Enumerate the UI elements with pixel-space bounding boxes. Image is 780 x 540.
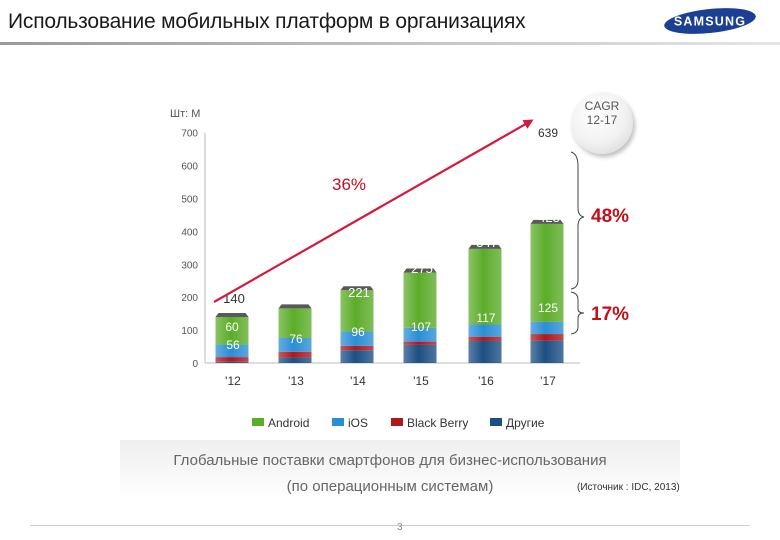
bar-segment-android bbox=[530, 223, 564, 322]
legend-swatch bbox=[391, 418, 403, 426]
bar-segment-blackberry bbox=[340, 345, 374, 351]
chart-legend: Android iOS Black Berry Другие bbox=[0, 416, 780, 434]
legend-item-android: Android bbox=[252, 416, 309, 430]
projected-total-label: 639 bbox=[538, 126, 558, 140]
enterprise-label: 125 bbox=[538, 301, 558, 315]
bracket-android bbox=[570, 151, 585, 290]
bar-cap bbox=[403, 268, 437, 273]
y-tick-label: 400 bbox=[181, 227, 198, 238]
legend-item-blackberry: Black Berry bbox=[391, 416, 468, 430]
legend-label: Black Berry bbox=[407, 416, 469, 430]
bar-cap bbox=[215, 312, 249, 317]
y-tick-label: 500 bbox=[181, 195, 198, 206]
bar-segment-ios bbox=[468, 324, 502, 337]
bar-segment-ios bbox=[340, 331, 374, 346]
legend-swatch bbox=[332, 418, 344, 426]
bar-segment-ios bbox=[278, 337, 312, 352]
legend-item-other: Другие bbox=[490, 416, 544, 430]
source-note: (Источник : IDC, 2013) bbox=[577, 482, 680, 493]
y-tick-label: 200 bbox=[181, 293, 198, 304]
x-tick-label: '16 bbox=[478, 374, 494, 388]
bar-segment-ios bbox=[530, 321, 564, 335]
page-title: Использование мобильных платформ в орган… bbox=[8, 10, 526, 33]
page-number: 3 bbox=[397, 522, 403, 533]
bar-segment-other bbox=[278, 357, 312, 363]
total-label: 221 bbox=[348, 285, 370, 300]
x-tick-label: '15 bbox=[413, 374, 429, 388]
growth-arrow bbox=[213, 119, 534, 303]
unit-label: Шт: М bbox=[170, 108, 201, 120]
bar-segment-android bbox=[468, 248, 502, 325]
bar-segment-ios bbox=[403, 327, 437, 342]
enterprise-label: 76 bbox=[289, 332, 303, 346]
bar-segment-blackberry bbox=[403, 341, 437, 345]
bar-segment-other bbox=[215, 361, 249, 363]
bar-segment-android bbox=[215, 316, 249, 345]
legend-swatch bbox=[490, 418, 502, 426]
y-tick-label: 600 bbox=[181, 162, 198, 173]
bar-segment-other bbox=[468, 340, 502, 363]
samsung-logo: SAMSUNG bbox=[664, 8, 756, 34]
enterprise-label: 96 bbox=[351, 325, 365, 339]
cagr-period: 12-17 bbox=[586, 113, 618, 127]
total-label: 423 bbox=[538, 210, 560, 225]
bar-segment-android bbox=[340, 290, 374, 332]
title-divider bbox=[0, 42, 780, 45]
bar-segment-android bbox=[278, 308, 312, 338]
total-label: 166 bbox=[286, 291, 308, 306]
android-share-label: 48% bbox=[591, 206, 629, 227]
chart-caption-subtitle: (по операционным системам) bbox=[286, 478, 494, 495]
total-label: 347 bbox=[476, 235, 498, 250]
extra-label: 60 bbox=[225, 320, 239, 334]
bar-segment-android bbox=[403, 272, 437, 328]
legend-item-ios: iOS bbox=[332, 416, 368, 430]
legend-swatch bbox=[252, 418, 264, 426]
chart-caption: Глобальные поставки смартфонов для бизне… bbox=[173, 452, 607, 469]
x-tick-label: '12 bbox=[225, 374, 241, 388]
footer-divider bbox=[30, 525, 750, 526]
legend-label: iOS bbox=[348, 416, 369, 430]
bar-segment-other bbox=[340, 350, 374, 363]
cagr-label: CAGR bbox=[584, 99, 620, 113]
enterprise-label: 56 bbox=[226, 338, 240, 352]
bar-segment-blackberry bbox=[278, 351, 312, 358]
shipments-chart: 0 100 200 300 400 500 600 700 '12 '13 '14 '15 '16 '17… bbox=[181, 119, 629, 388]
y-tick-label: 300 bbox=[181, 260, 198, 271]
other-share-label: 17% bbox=[591, 304, 629, 325]
bar-cap bbox=[340, 286, 374, 291]
total-label: 275 bbox=[411, 261, 433, 276]
x-tick-label: '13 bbox=[288, 374, 304, 388]
x-tick-label: '17 bbox=[540, 374, 556, 388]
enterprise-label: 107 bbox=[411, 320, 431, 334]
cagr-badge: CAGR 12-17 bbox=[571, 92, 633, 154]
y-tick-label: 0 bbox=[192, 359, 198, 370]
bracket-other bbox=[570, 291, 585, 335]
caption-band bbox=[120, 440, 680, 500]
total-label: 140 bbox=[223, 291, 245, 306]
y-tick-label: 100 bbox=[181, 326, 198, 337]
legend-label: Другие bbox=[506, 416, 545, 430]
bar-segment-blackberry bbox=[468, 336, 502, 341]
bar-segment-ios bbox=[215, 344, 249, 358]
bar-segment-blackberry bbox=[530, 334, 564, 341]
x-tick-label: '14 bbox=[350, 374, 366, 388]
bar-segment-other bbox=[530, 340, 564, 363]
enterprise-label: 117 bbox=[476, 311, 495, 325]
bar-cap bbox=[468, 244, 502, 249]
bar-cap bbox=[530, 219, 564, 224]
bar-segment-blackberry bbox=[215, 357, 249, 362]
svg-text:SAMSUNG: SAMSUNG bbox=[674, 15, 746, 29]
legend-label: Android bbox=[268, 416, 310, 430]
bar-segment-other bbox=[403, 344, 437, 363]
bar-cap bbox=[278, 304, 312, 309]
y-tick-label: 700 bbox=[181, 129, 198, 140]
growth-label: 36% bbox=[332, 175, 366, 194]
